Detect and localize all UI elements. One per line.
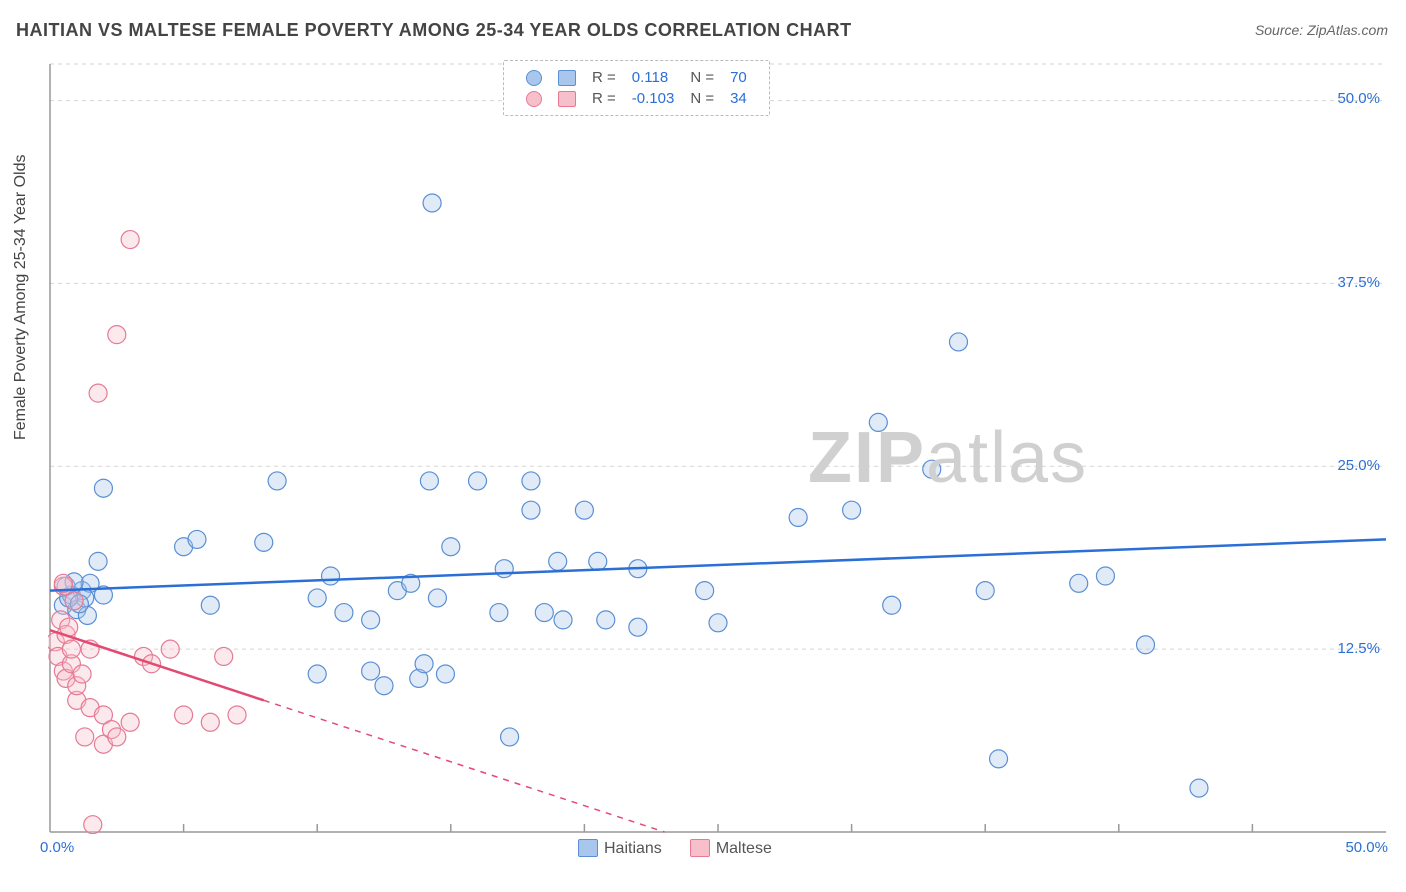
- legend-r-value-maltese: -0.103: [624, 88, 683, 109]
- y-tick-label-50: 50.0%: [1337, 90, 1380, 107]
- legend-n-value-maltese: 34: [722, 88, 755, 109]
- y-tick-label-12-5: 12.5%: [1337, 640, 1380, 657]
- chart-container: HAITIAN VS MALTESE FEMALE POVERTY AMONG …: [0, 0, 1406, 892]
- y-tick-label-25: 25.0%: [1337, 457, 1380, 474]
- chart-title: HAITIAN VS MALTESE FEMALE POVERTY AMONG …: [16, 20, 852, 41]
- legend-r-value-haitians: 0.118: [624, 67, 683, 88]
- x-axis-min-label: 0.0%: [40, 839, 74, 856]
- legend-r-label: R =: [584, 67, 624, 88]
- legend-item-maltese: Maltese: [690, 840, 772, 858]
- legend-marker-maltese-icon: [526, 91, 542, 107]
- series-legend: Haitians Maltese: [578, 840, 772, 858]
- legend-n-label: N =: [682, 67, 722, 88]
- correlation-legend: R = 0.118 N = 70 R = -0.103 N = 34: [503, 60, 770, 116]
- legend-marker-haitians-icon: [526, 70, 542, 86]
- legend-row-haitians: R = 0.118 N = 70: [518, 67, 755, 88]
- legend-label-haitians: Haitians: [604, 840, 662, 858]
- legend-item-haitians: Haitians: [578, 840, 662, 858]
- legend-swatch-maltese-icon: [558, 91, 576, 107]
- legend-row-maltese: R = -0.103 N = 34: [518, 88, 755, 109]
- scatter-plot-svg: [48, 62, 1388, 834]
- source-attribution: Source: ZipAtlas.com: [1255, 22, 1388, 38]
- legend-swatch-haitians-icon: [578, 839, 598, 857]
- correlation-legend-table: R = 0.118 N = 70 R = -0.103 N = 34: [518, 67, 755, 109]
- y-axis-label: Female Poverty Among 25-34 Year Olds: [12, 155, 30, 441]
- y-tick-label-37-5: 37.5%: [1337, 274, 1380, 291]
- legend-swatch-haitians-icon: [558, 70, 576, 86]
- legend-swatch-maltese-icon: [690, 839, 710, 857]
- legend-n-value-haitians: 70: [722, 67, 755, 88]
- x-axis-max-label: 50.0%: [1345, 839, 1388, 856]
- plot-area: ZIPatlas 0.0% 50.0% 50.0% 37.5% 25.0% 12…: [48, 62, 1388, 834]
- legend-label-maltese: Maltese: [716, 840, 772, 858]
- legend-r-label: R =: [584, 88, 624, 109]
- legend-n-label: N =: [682, 88, 722, 109]
